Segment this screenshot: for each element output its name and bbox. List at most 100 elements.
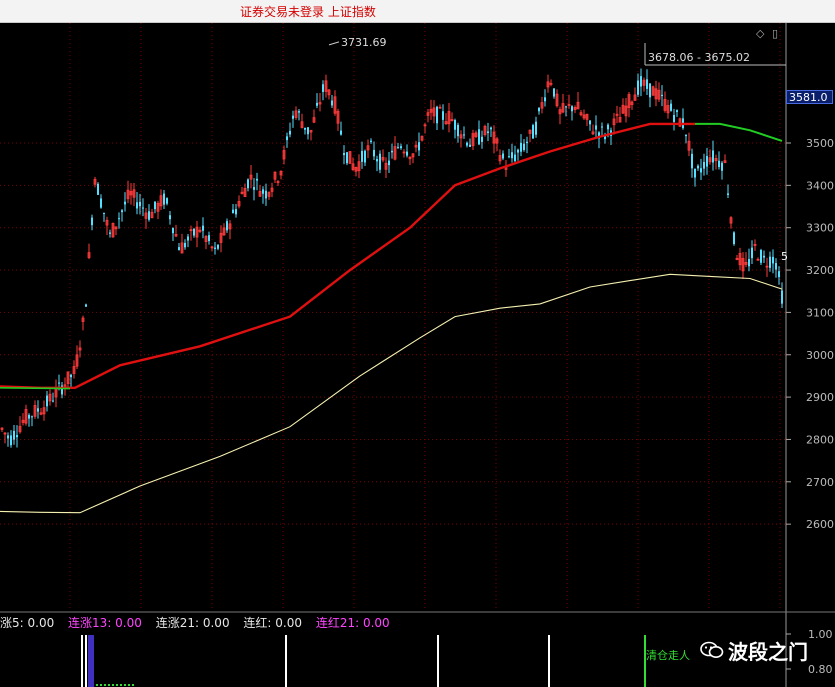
candle-body: [366, 145, 370, 151]
candle-body: [169, 215, 171, 220]
candle-body: [517, 149, 519, 153]
candle-body: [406, 151, 408, 156]
candle-body: [576, 101, 580, 110]
candle-body: [7, 435, 9, 439]
candle-body: [343, 153, 345, 156]
kline-svg[interactable]: 3500 3400 3300 3200 3100 3000 2900 2800 2700 2600…: [0, 23, 835, 687]
candle-body: [589, 120, 591, 125]
candle-body: [103, 212, 105, 214]
candle-body: [391, 150, 393, 153]
candle-body: [646, 79, 648, 89]
diamond-icon[interactable]: ◇: [756, 27, 765, 40]
candle-body: [654, 88, 658, 100]
ma-line-yellow: [0, 273, 783, 514]
candle-body: [351, 163, 355, 171]
candle-body: [663, 98, 667, 111]
candle-body: [400, 146, 402, 149]
candle-body: [444, 121, 448, 124]
candle-body: [471, 133, 475, 147]
candle-body: [384, 162, 388, 170]
signal-label: 清仓走人: [646, 649, 690, 662]
candle-body: [226, 221, 228, 231]
candle-body: [735, 257, 739, 260]
candle-body: [370, 140, 372, 142]
candle-body: [184, 242, 186, 248]
candle-body: [163, 193, 165, 205]
candle-body: [612, 118, 616, 126]
candle-body: [633, 94, 637, 101]
candle-body: [316, 102, 318, 106]
candle-body: [538, 107, 540, 112]
candle-body: [222, 227, 226, 236]
candle-body: [651, 86, 655, 96]
candle-body: [304, 127, 306, 130]
candle-body: [159, 195, 163, 207]
high-marker-line: [328, 41, 340, 46]
candle-body: [58, 382, 60, 384]
candle-body: [495, 138, 499, 144]
restore-icon[interactable]: ▯: [772, 27, 779, 40]
candle-body: [457, 124, 459, 137]
candle-body: [253, 187, 255, 190]
range-marker-label: 3678.06 - 3675.02: [648, 51, 750, 64]
candle-body: [598, 132, 600, 139]
candle-body: [172, 228, 174, 234]
candle-body: [37, 408, 39, 412]
candle-body: [769, 256, 771, 268]
candle-body: [61, 385, 63, 395]
candle-body: [423, 124, 427, 127]
kline-chart[interactable]: 3500 3400 3300 3200 3100 3000 2900 2800 2700 2600…: [0, 23, 835, 687]
candle-body: [267, 192, 271, 197]
y-tick-label: 2600: [806, 518, 834, 531]
candle-body: [478, 129, 480, 145]
high-marker-label: 3731.69: [341, 36, 387, 49]
candle-body: [109, 232, 111, 234]
candle-body: [748, 259, 750, 267]
window-title: 证券交易未登录 上证指数: [240, 5, 376, 19]
candle-body: [535, 121, 537, 135]
candle-body: [322, 84, 324, 92]
candle-body: [676, 110, 678, 112]
candle-body: [121, 210, 123, 213]
candle-body: [402, 151, 406, 154]
candle-body: [78, 347, 82, 351]
candle-body: [528, 129, 532, 134]
candle-body: [178, 247, 180, 251]
candle-body: [273, 171, 277, 180]
candle-body: [300, 121, 304, 129]
candle-body: [249, 174, 253, 180]
candle-body: [450, 119, 454, 122]
candle-body: [640, 76, 642, 87]
candle-body: [72, 366, 76, 374]
candle-body: [81, 317, 85, 322]
candle-body: [627, 94, 631, 109]
candle-body: [673, 115, 675, 122]
y-tick-label: 3100: [806, 306, 834, 319]
candle-body: [733, 232, 735, 245]
candle-body: [723, 160, 727, 163]
candle-body: [520, 142, 522, 152]
candle-body: [333, 96, 337, 114]
candle-body: [553, 88, 555, 97]
candle-body: [642, 79, 646, 86]
candle-body: [214, 247, 216, 249]
title-bar: 证券交易未登录 上证指数: [0, 0, 835, 23]
candle-body: [373, 149, 375, 157]
candle-body: [114, 226, 118, 230]
candle-body: [148, 211, 150, 220]
y-tick-label: 2700: [806, 476, 834, 489]
candle-body: [579, 112, 583, 116]
candle-body: [309, 129, 313, 133]
candle-body: [232, 209, 234, 214]
candle-body: [763, 255, 765, 258]
candle-body: [100, 198, 102, 208]
candle-body: [454, 119, 456, 130]
indicator-item-lianzhang13: 连涨13: 0.00: [68, 616, 142, 630]
candle-body: [523, 143, 525, 150]
candle-body: [204, 236, 208, 243]
candle-body: [487, 131, 489, 134]
candle-body: [741, 258, 745, 272]
candle-body: [511, 152, 513, 159]
indicator-item-lianzhang21: 连涨21: 0.00: [155, 616, 230, 630]
candle-body: [694, 168, 696, 178]
